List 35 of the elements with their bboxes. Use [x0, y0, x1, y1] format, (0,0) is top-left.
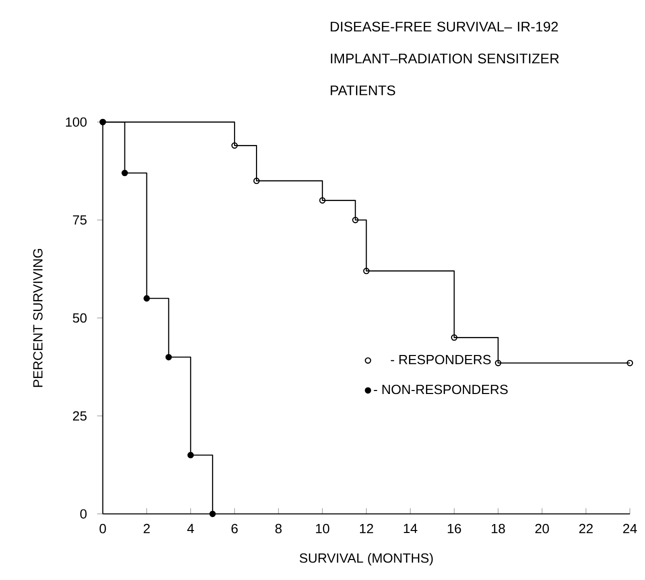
x-tick-label: 2	[144, 524, 150, 534]
point	[363, 268, 370, 274]
x-tick-label: 14	[404, 524, 418, 534]
point	[319, 197, 326, 204]
point	[187, 452, 194, 458]
point	[451, 334, 458, 341]
point	[231, 142, 238, 149]
point	[494, 360, 502, 366]
x-tick-label: 22	[579, 524, 593, 534]
legend-label: - RESPONDERS	[390, 354, 491, 364]
y-tick-label: 25	[73, 411, 87, 421]
y-tick-label: 100	[66, 117, 87, 127]
x-tick-label: 24	[623, 524, 637, 534]
x-tick-label: 10	[316, 524, 330, 534]
chart-title: DISEASE-FREE SURVIVAL– IR-192 IMPLANT–RADIATION SENSITIZER PATIENTS	[330, 22, 559, 96]
point	[253, 178, 260, 184]
point	[352, 216, 359, 224]
x-axis-title: SURVIVAL (MONTHS)	[300, 553, 433, 566]
y-tick-label: 75	[73, 215, 87, 225]
x-tick-label: 6	[232, 524, 238, 534]
legend-label: - NON-RESPONDERS	[374, 384, 508, 394]
point	[122, 170, 128, 176]
x-tick-label: 0	[100, 524, 106, 534]
point	[209, 510, 216, 518]
x-tick-label: 4	[187, 524, 194, 534]
point	[144, 295, 150, 302]
x-tick-label: 12	[360, 524, 374, 534]
point	[165, 354, 172, 360]
x-tick-label: 18	[492, 524, 505, 534]
y-axis-title: PERCENT SURVIVING	[33, 248, 43, 387]
x-tick-label: 8	[275, 524, 282, 534]
x-tick-label: 20	[535, 524, 549, 534]
x-tick-label: 16	[448, 524, 461, 534]
y-tick-label: 50	[72, 313, 87, 323]
y-tick-label: 0	[80, 509, 87, 519]
